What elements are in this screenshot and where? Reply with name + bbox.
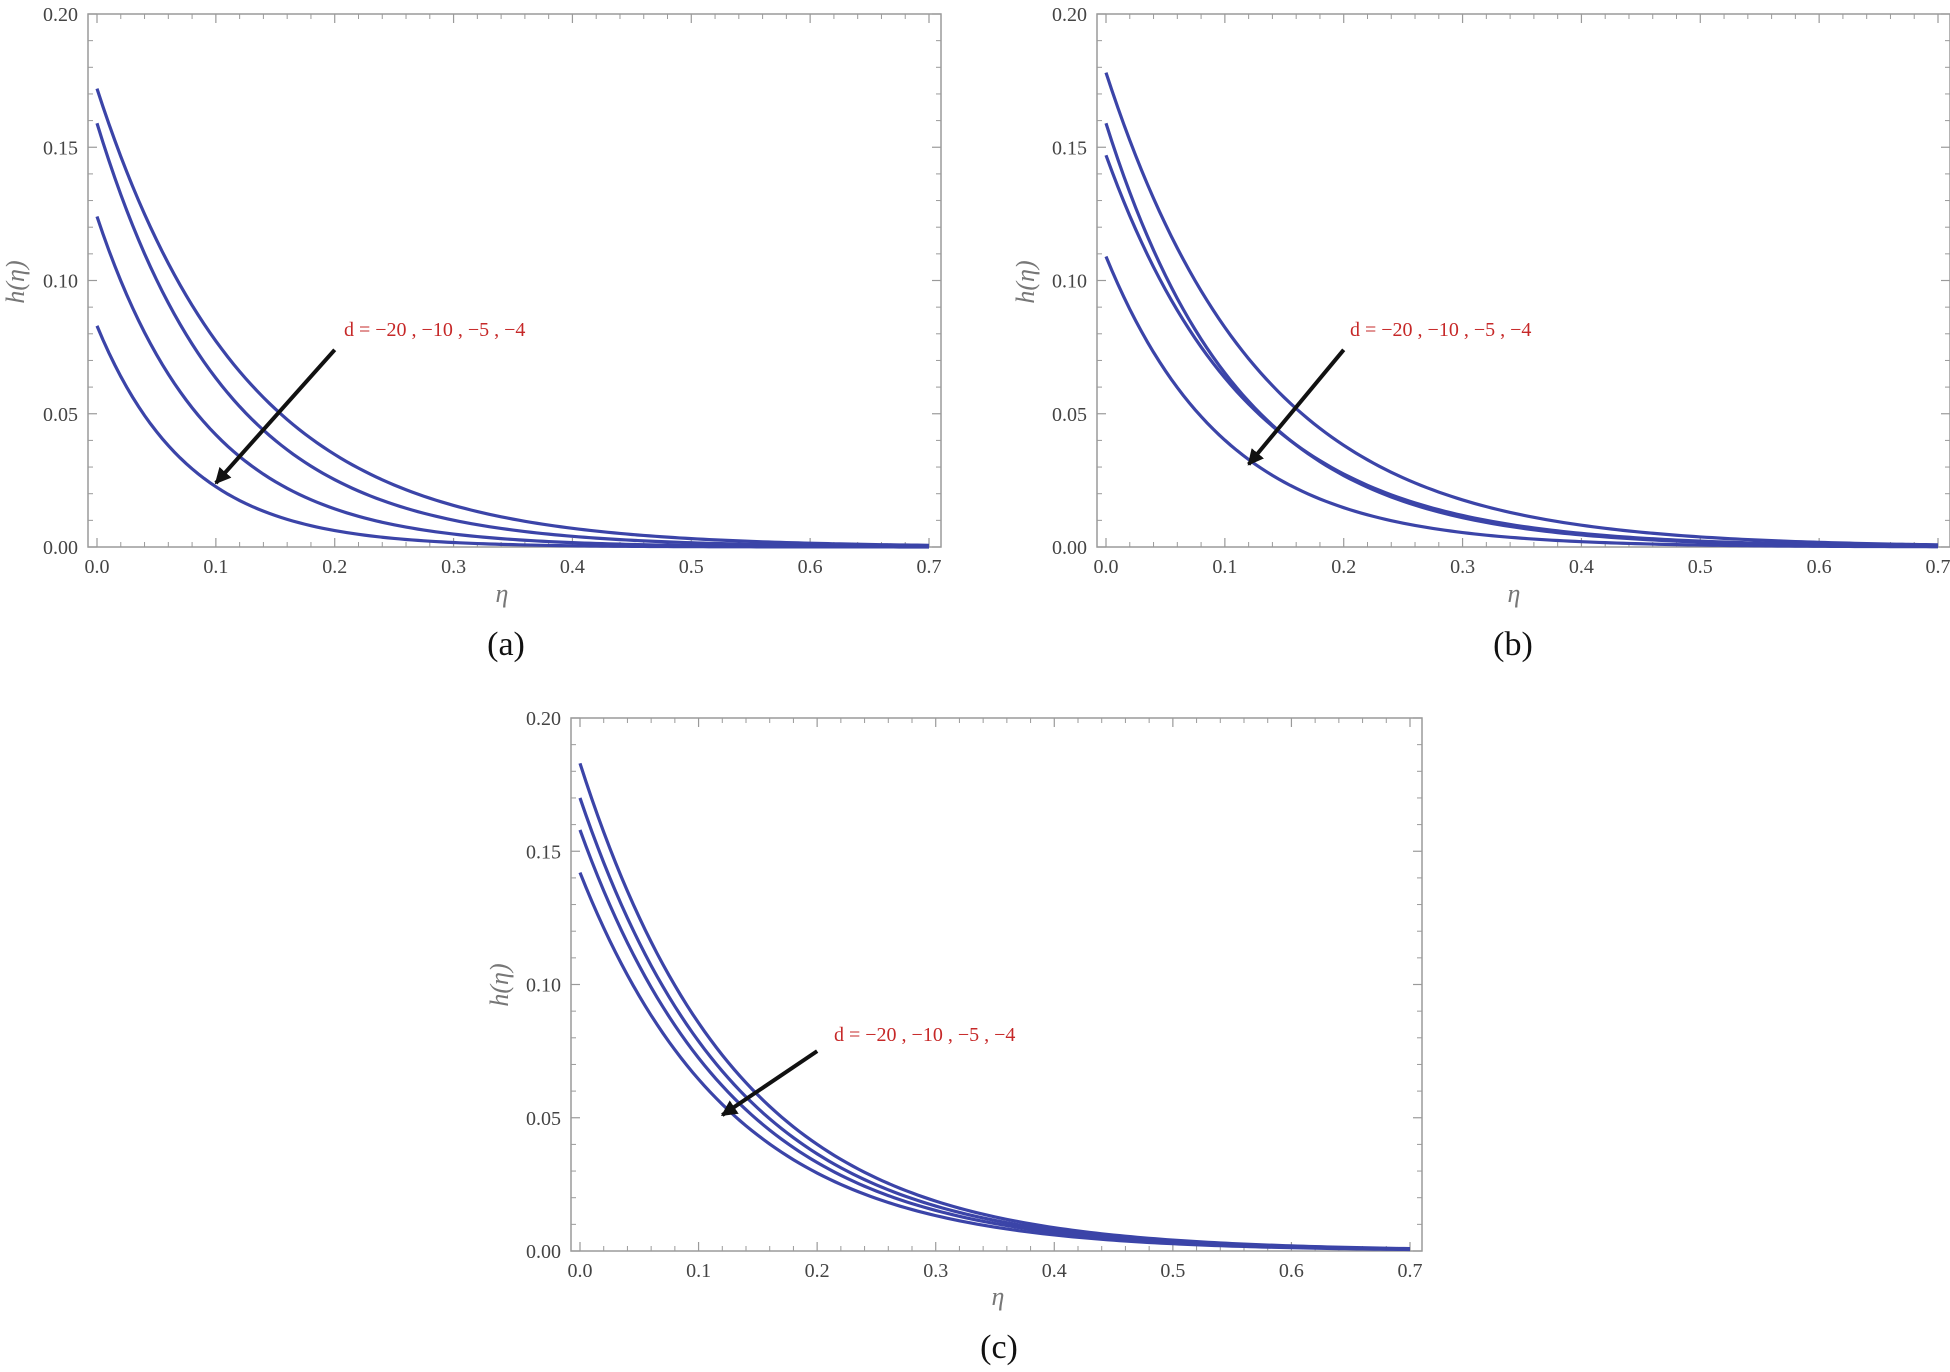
x-tick-label: 0.7 (917, 556, 942, 578)
ticks-group (88, 13, 941, 548)
y-tick-labels: 0.00 0.05 0.10 0.15 0.20 (1052, 4, 1087, 559)
x-tick-label: 0.6 (1279, 1260, 1304, 1282)
annotation-label: d = −20 , −10 , −5 , −4 (834, 1024, 1015, 1046)
y-tick-label: 0.20 (43, 4, 78, 26)
series-line-4 (1104, 255, 1939, 549)
series-line-4 (95, 325, 930, 549)
y-tick-labels: 0.00 0.05 0.10 0.15 0.20 (43, 4, 78, 559)
ticks-group (1097, 13, 1950, 548)
y-axis-label: h(η) (1011, 260, 1040, 303)
y-tick-label: 0.10 (1052, 271, 1087, 293)
y-tick-label: 0.10 (526, 975, 561, 997)
x-axis-label: η (992, 1282, 1005, 1311)
panel-c: 0.0 0.1 0.2 0.3 0.4 0.5 0.6 0.7 0.00 0.05 0.10 0.1… (485, 708, 1423, 1366)
x-tick-label: 0.0 (1094, 556, 1119, 578)
curves-group (1104, 72, 1939, 549)
y-tick-label: 0.05 (43, 404, 78, 426)
annotation-arrow (720, 1049, 819, 1117)
y-tick-label: 0.20 (526, 708, 561, 730)
x-tick-label: 0.4 (1042, 1260, 1067, 1282)
x-tick-label: 0.6 (798, 556, 823, 578)
y-tick-label: 0.00 (1052, 537, 1087, 559)
series-line-3 (95, 216, 930, 549)
annotation-label: d = −20 , −10 , −5 , −4 (1350, 319, 1531, 341)
y-tick-label: 0.15 (43, 137, 78, 159)
plot-frame (1096, 13, 1950, 548)
x-tick-label: 0.6 (1807, 556, 1832, 578)
x-tick-label: 0.1 (203, 556, 228, 578)
y-tick-label: 0.10 (43, 271, 78, 293)
x-axis-label: η (1508, 579, 1521, 608)
y-tick-label: 0.05 (1052, 404, 1087, 426)
x-tick-label: 0.7 (1926, 556, 1950, 578)
x-tick-label: 0.5 (679, 556, 704, 578)
panel-label-b: (b) (1493, 626, 1533, 663)
x-tick-label: 0.4 (560, 556, 585, 578)
x-tick-label: 0.1 (1212, 556, 1237, 578)
panel-label-a: (a) (487, 626, 525, 663)
x-tick-label: 0.5 (1688, 556, 1713, 578)
panel-a: 0.0 0.1 0.2 0.3 0.4 0.5 0.6 0.7 0.00 0.05 0.10 0.1… (1, 4, 942, 663)
annotation-arrow (1247, 348, 1346, 466)
x-tick-labels: 0.0 0.1 0.2 0.3 0.4 0.5 0.6 0.7 (1094, 556, 1950, 578)
series-line-1 (1104, 72, 1939, 547)
panel-label-c: (c) (980, 1329, 1018, 1366)
plot-frame (87, 13, 942, 548)
annotation-label: d = −20 , −10 , −5 , −4 (344, 319, 525, 341)
y-tick-label: 0.00 (43, 537, 78, 559)
x-tick-label: 0.3 (441, 556, 466, 578)
curves-group (95, 88, 930, 549)
y-tick-label: 0.05 (526, 1108, 561, 1130)
ticks-group (571, 717, 1422, 1252)
x-tick-label: 0.7 (1398, 1260, 1423, 1282)
x-tick-label: 0.2 (1331, 556, 1356, 578)
y-tick-labels: 0.00 0.05 0.10 0.15 0.20 (526, 708, 561, 1263)
curves-group (578, 762, 1411, 1252)
y-tick-label: 0.15 (1052, 137, 1087, 159)
x-tick-label: 0.2 (805, 1260, 830, 1282)
annotation-arrow (214, 348, 337, 485)
series-line-4 (578, 871, 1411, 1252)
x-tick-label: 0.0 (85, 556, 110, 578)
x-tick-label: 0.1 (686, 1260, 711, 1282)
x-tick-label: 0.2 (322, 556, 347, 578)
y-tick-label: 0.20 (1052, 4, 1087, 26)
x-tick-label: 0.4 (1569, 556, 1594, 578)
x-axis-label: η (496, 579, 509, 608)
y-tick-label: 0.15 (526, 841, 561, 863)
x-tick-label: 0.3 (923, 1260, 948, 1282)
x-tick-labels: 0.0 0.1 0.2 0.3 0.4 0.5 0.6 0.7 (568, 1260, 1423, 1282)
series-line-1 (95, 88, 930, 547)
x-tick-label: 0.3 (1450, 556, 1475, 578)
series-line-1 (578, 762, 1411, 1251)
y-axis-label: h(η) (485, 963, 514, 1006)
y-tick-label: 0.00 (526, 1241, 561, 1263)
x-tick-label: 0.5 (1160, 1260, 1185, 1282)
y-axis-label: h(η) (1, 260, 30, 303)
plot-frame (570, 717, 1423, 1252)
x-tick-labels: 0.0 0.1 0.2 0.3 0.4 0.5 0.6 0.7 (85, 556, 942, 578)
panel-b: 0.0 0.1 0.2 0.3 0.4 0.5 0.6 0.7 0.00 0.05 0.10 0.1… (1011, 4, 1950, 663)
x-tick-label: 0.0 (568, 1260, 593, 1282)
series-line-3 (1104, 154, 1939, 548)
